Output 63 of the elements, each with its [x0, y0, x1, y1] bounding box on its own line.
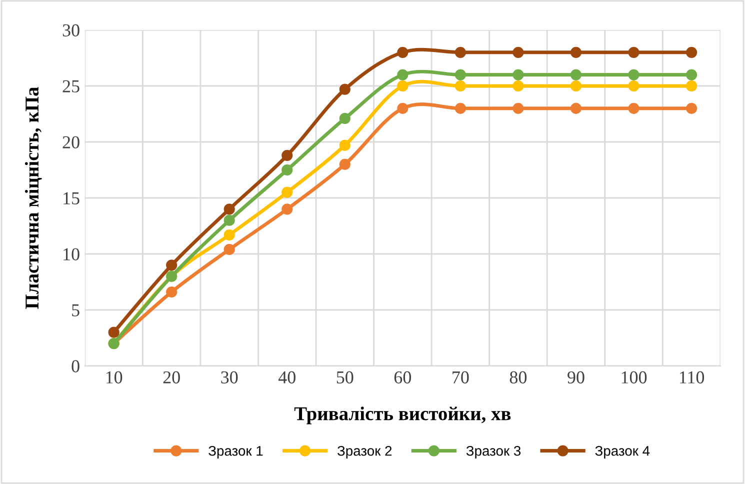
point [166, 260, 178, 271]
point [628, 69, 640, 80]
x-tick-label: 50 [336, 371, 354, 384]
x-axis-title: Тривалість вистойки, хв [294, 406, 511, 424]
y-tick-label: 10 [64, 248, 80, 260]
point [454, 102, 466, 114]
legend-label: Зразок 2 [337, 446, 392, 459]
point [454, 80, 466, 92]
y-tick-label: 30 [62, 24, 80, 36]
x-tick-label: 20 [163, 371, 180, 384]
x-tick-label: 110 [680, 371, 704, 384]
y-tick-label: 20 [62, 136, 80, 148]
x-tick-label: 70 [452, 371, 469, 384]
point [282, 150, 293, 161]
point [397, 102, 408, 114]
point [397, 80, 408, 92]
point [282, 164, 293, 176]
point [628, 102, 640, 114]
y-tick-label: 5 [72, 304, 80, 316]
y-tick-label: 15 [64, 192, 80, 204]
point [339, 158, 350, 170]
point [397, 46, 408, 58]
point [570, 102, 582, 114]
point [686, 102, 698, 114]
point [339, 140, 350, 151]
point [686, 46, 698, 58]
point [570, 80, 582, 92]
point [628, 46, 640, 58]
point [224, 204, 235, 215]
x-tick-label: 90 [568, 371, 584, 384]
point [108, 326, 120, 338]
point [282, 204, 293, 215]
x-tick-label: 30 [221, 371, 238, 384]
point [512, 102, 524, 114]
point [628, 80, 640, 92]
legend-label: Зразок 1 [208, 446, 263, 459]
y-tick-label: 0 [72, 360, 80, 372]
point [454, 69, 466, 80]
x-tick-label: 80 [510, 371, 527, 384]
x-tick-label: 10 [106, 371, 122, 384]
x-tick-label: 100 [622, 371, 647, 384]
point [570, 69, 582, 80]
point [512, 80, 524, 92]
point [339, 84, 350, 95]
point [686, 80, 698, 92]
point [454, 46, 466, 58]
point [282, 186, 293, 198]
y-tick-label: 25 [62, 80, 80, 92]
point [686, 69, 698, 80]
point [224, 214, 235, 226]
point [339, 112, 350, 124]
point [224, 229, 235, 240]
legend-label: Зразок 4 [595, 446, 650, 459]
y-axis-title: Пластична міцність, кПа [24, 86, 42, 309]
point [166, 286, 178, 298]
x-tick-label: 40 [278, 371, 296, 384]
point [570, 46, 582, 58]
point [512, 69, 524, 80]
point [224, 244, 235, 256]
point [512, 46, 524, 58]
x-tick-label: 60 [394, 371, 412, 384]
legend-label: Зразок 3 [466, 446, 521, 459]
point [397, 69, 408, 80]
